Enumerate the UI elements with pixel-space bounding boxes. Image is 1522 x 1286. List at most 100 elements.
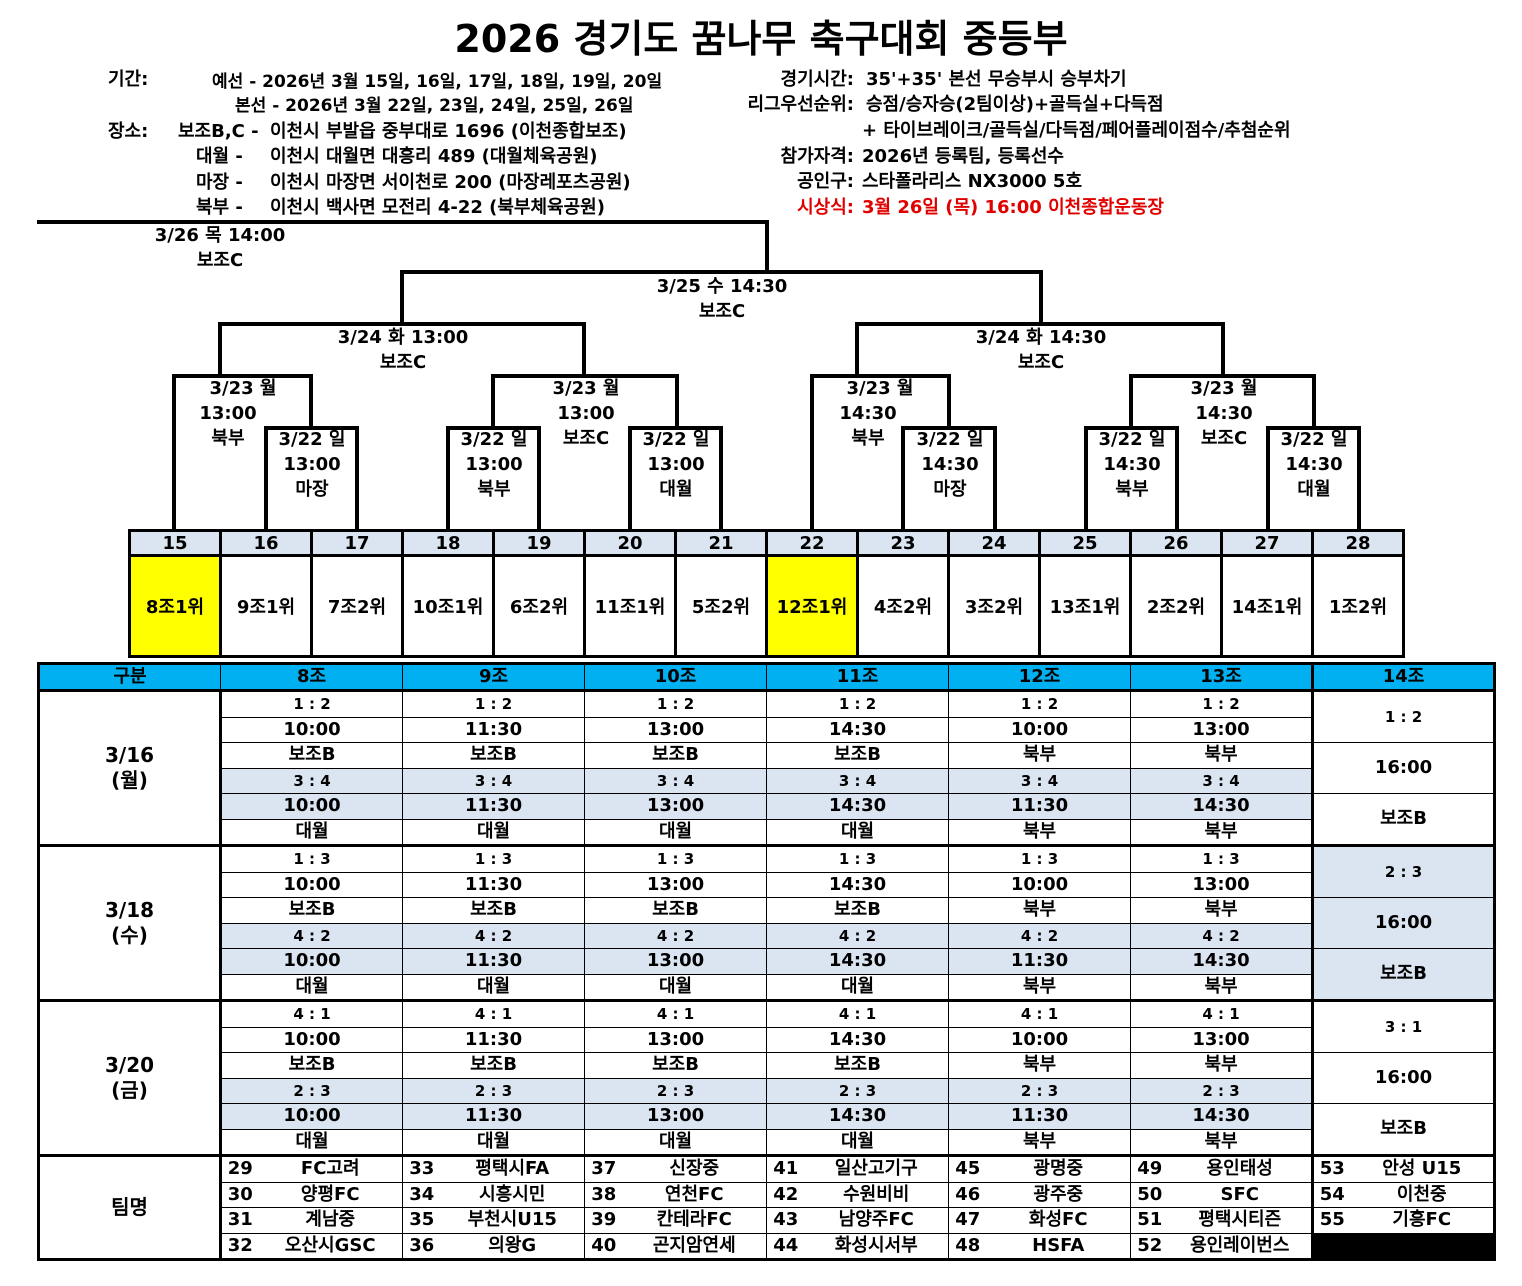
match-day-cell: 3/16 (월)	[37, 689, 222, 847]
team-number: 54	[1311, 1181, 1351, 1208]
match-date: 3/22 일	[642, 429, 710, 450]
eligibility-value: 2026년 등록팀, 등록선수	[862, 146, 1064, 167]
team-name: 용인태성	[1168, 1154, 1313, 1183]
matchup-cell: 1 : 3	[402, 844, 585, 873]
match-venue: 보조C	[379, 352, 427, 373]
team-name: 연천FC	[622, 1181, 767, 1208]
matchup-cell: 1 : 3	[220, 844, 403, 873]
team-name: 수원비비	[804, 1181, 949, 1208]
venue-cell: 북부	[1130, 818, 1313, 846]
match-weekday: (수)	[111, 923, 148, 947]
team-number: 33	[402, 1154, 441, 1183]
time-cell: 10:00	[948, 716, 1131, 743]
team-number: 37	[584, 1154, 623, 1183]
time-cell: 10:00	[220, 793, 403, 820]
match-datetime: 3/24 화 14:30	[975, 327, 1107, 348]
matchup-cell: 4 : 1	[766, 999, 949, 1028]
team-number: 45	[948, 1154, 987, 1183]
team-name: 평택시티즌	[1168, 1207, 1313, 1234]
team-number: 48	[948, 1232, 987, 1260]
venue-cell: 보조B	[220, 1052, 403, 1079]
match-time: 14:30	[1285, 454, 1343, 475]
matchup-cell: 1 : 3	[948, 844, 1131, 873]
r32-match-label: 3/22 일 13:00 대월	[643, 427, 710, 502]
time-cell: 10:00	[948, 1026, 1131, 1053]
group-header: 13조	[1130, 663, 1313, 691]
official-ball-value: 스타폴라리스 NX3000 5호	[862, 171, 1083, 192]
seed-number: 28	[1311, 529, 1405, 557]
matchup-cell: 3 : 4	[948, 767, 1131, 794]
time-cell: 11:30	[402, 1103, 585, 1130]
team-number: 31	[220, 1207, 259, 1234]
seed-team: 14조1위	[1220, 554, 1314, 658]
period-main: 본선 - 2026년 3월 22일, 23일, 24일, 25일, 26일	[235, 96, 634, 116]
venue-cell: 보조B	[1311, 1103, 1495, 1156]
matchup-cell: 2 : 3	[584, 1077, 767, 1104]
seed-team: 7조2위	[310, 554, 404, 658]
matchup-cell: 4 : 2	[220, 922, 403, 949]
venue-cell: 보조B	[220, 742, 403, 769]
venue-cell: 북부	[1130, 1128, 1313, 1156]
group-header: 11조	[766, 663, 949, 691]
venue-cell: 보조B	[584, 742, 767, 769]
qf-right-match-label: 3/24 화 14:30 보조C	[976, 325, 1107, 375]
time-cell: 14:30	[1130, 948, 1313, 975]
matchup-cell: 1 : 2	[1311, 689, 1495, 743]
venue-cell: 북부	[1130, 897, 1313, 924]
ranking-label: 리그우선순위:	[747, 94, 854, 115]
venue-cell: 보조B	[584, 1052, 767, 1079]
time-cell: 16:00	[1311, 742, 1495, 794]
time-cell: 11:30	[948, 948, 1131, 975]
matchup-cell: 1 : 2	[220, 689, 403, 718]
award-label: 시상식:	[797, 197, 854, 218]
venue-cell: 북부	[948, 818, 1131, 846]
match-time: 13:00	[557, 403, 615, 424]
matchup-cell: 3 : 4	[1130, 767, 1313, 794]
venue-cell: 북부	[1130, 973, 1313, 1001]
venue-cell: 대월	[402, 818, 585, 846]
time-cell: 13:00	[584, 1026, 767, 1053]
team-name: 용인레이번스	[1168, 1232, 1313, 1260]
matchup-cell: 1 : 2	[948, 689, 1131, 718]
match-date: 3/22 일	[1098, 429, 1166, 450]
award-value: 3월 26일 (목) 16:00 이천종합운동장	[862, 197, 1164, 218]
team-number: 32	[220, 1232, 259, 1260]
matchup-cell: 4 : 1	[948, 999, 1131, 1028]
match-day-cell: 3/18 (수)	[37, 844, 222, 1002]
match-date: 3/23 월	[1190, 378, 1258, 399]
seed-team: 10조1위	[401, 554, 495, 658]
seed-number: 17	[310, 529, 404, 557]
venue-name: 마장 -	[196, 172, 243, 193]
group-header: 8조	[220, 663, 403, 691]
team-number: 43	[766, 1207, 805, 1234]
match-weekday: (월)	[111, 768, 148, 792]
match-datetime: 3/24 화 13:00	[337, 327, 469, 348]
matchup-cell: 3 : 4	[220, 767, 403, 794]
team-number: 35	[402, 1207, 441, 1234]
venue-cell: 북부	[948, 897, 1131, 924]
match-date: 3/23 월	[552, 378, 620, 399]
match-venue: 북부	[851, 428, 885, 449]
matchup-cell: 1 : 3	[1130, 844, 1313, 873]
team-name: 화성시서부	[804, 1232, 949, 1260]
official-ball-label: 공인구:	[797, 171, 854, 192]
team-number: 55	[1311, 1207, 1351, 1234]
time-cell: 14:30	[766, 793, 949, 820]
period-label: 기간:	[108, 69, 149, 90]
time-cell: 11:30	[948, 793, 1131, 820]
time-cell: 10:00	[220, 1026, 403, 1053]
venue-name: 북부 -	[196, 197, 243, 218]
team-number: 53	[1311, 1154, 1351, 1183]
team-number: 47	[948, 1207, 987, 1234]
matchup-cell: 3 : 1	[1311, 999, 1495, 1053]
period-prelim: 예선 - 2026년 3월 15일, 16일, 17일, 18일, 19일, 2…	[212, 72, 663, 92]
venue-address: 이천시 부발읍 중부대로 1696 (이천종합보조)	[270, 121, 627, 142]
header-label: 구분	[38, 663, 221, 691]
matchup-cell: 4 : 2	[402, 922, 585, 949]
match-date: 3/22 일	[460, 429, 528, 450]
seed-number: 18	[401, 529, 495, 557]
time-cell: 14:30	[766, 948, 949, 975]
team-name: 이천중	[1350, 1181, 1495, 1208]
time-cell: 14:30	[1130, 1103, 1313, 1130]
team-name: SFC	[1168, 1181, 1313, 1208]
